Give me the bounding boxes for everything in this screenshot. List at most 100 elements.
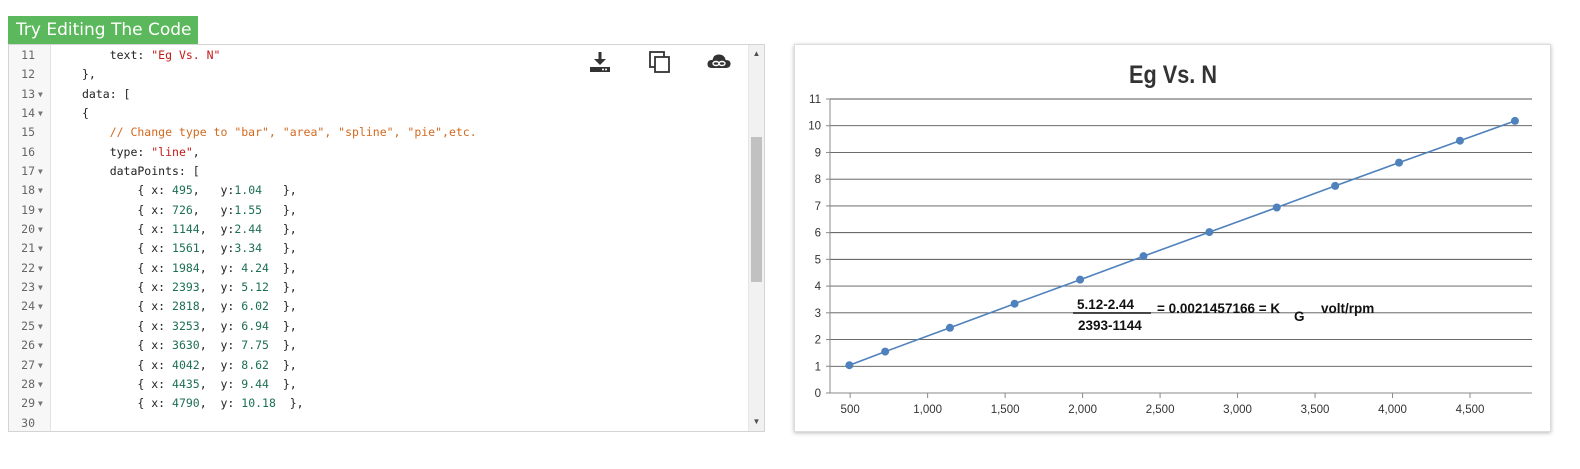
code-editor[interactable]: 11 text: "Eg Vs. N" 12}, 13 ▼ data: [14 ▼{15 … [8, 44, 765, 432]
scroll-up-arrow-icon[interactable]: ▲ [752, 49, 761, 58]
x-tick-label: 4,500 [1456, 404, 1485, 416]
code-token: , y: [199, 376, 242, 391]
code-token: data: [ [82, 86, 131, 101]
code-token: , y: [199, 357, 242, 372]
fold-arrow-icon[interactable]: ▼ [38, 283, 43, 293]
data-point [881, 347, 890, 356]
code-line[interactable]: 12}, [9, 65, 748, 84]
fold-arrow-icon[interactable]: ▼ [38, 244, 43, 254]
code-token: 5.12 [241, 280, 269, 295]
code-token: { x: [82, 338, 173, 353]
code-token: 3253 [172, 318, 200, 333]
fold-arrow-icon[interactable]: ▼ [38, 341, 43, 351]
code-token: { x: [82, 241, 173, 256]
fold-arrow-icon[interactable]: ▼ [38, 321, 43, 331]
line-number: 14 [21, 106, 35, 121]
code-token: 4042 [172, 357, 200, 372]
copy-icon[interactable] [647, 49, 673, 75]
scroll-down-arrow-icon[interactable]: ▼ [752, 417, 761, 426]
fold-arrow-icon[interactable]: ▼ [38, 89, 43, 99]
code-token: }, [268, 376, 297, 391]
data-point [1455, 136, 1464, 145]
code-line[interactable]: 11 text: "Eg Vs. N" [9, 46, 748, 65]
code-line[interactable]: 25 ▼ { x: 3253, y: 6.94 }, [9, 317, 748, 336]
fold-arrow-icon[interactable]: ▼ [38, 109, 43, 119]
code-line[interactable]: 20 ▼ { x: 1144, y:2.44 }, [9, 220, 748, 239]
fold-arrow-icon[interactable]: ▼ [38, 186, 43, 196]
code-text: { x: 4042, y: 8.62 }, [82, 356, 296, 375]
code-token: { x: [82, 202, 173, 217]
code-line[interactable]: 28 ▼ { x: 4435, y: 9.44 }, [9, 375, 748, 394]
line-number: 17 [21, 164, 35, 179]
code-text: { x: 4790, y: 10.18 }, [82, 394, 303, 413]
code-line[interactable]: 16 type: "line", [9, 143, 748, 162]
code-token: { x: [82, 299, 173, 314]
fold-arrow-icon[interactable]: ▼ [38, 225, 43, 235]
y-tick-label: 2 [815, 335, 821, 347]
y-tick-label: 9 [815, 147, 821, 159]
code-text: { x: 3630, y: 7.75 }, [82, 336, 296, 355]
code-token: { x: [82, 396, 173, 411]
code-token: 1984 [172, 260, 200, 275]
code-text: { x: 3253, y: 6.94 }, [82, 317, 297, 336]
code-line[interactable]: 21 ▼ { x: 1561, y:3.34 }, [9, 239, 748, 258]
code-token: , y: [199, 338, 242, 353]
code-lines: 11 text: "Eg Vs. N" 12}, 13 ▼ data: [14 ▼{15 … [9, 45, 748, 431]
code-line[interactable]: 14 ▼ { [9, 104, 748, 123]
code-token: , [192, 144, 200, 159]
editor-scrollbar[interactable]: ▲ ▼ [748, 45, 764, 431]
fold-arrow-icon[interactable]: ▼ [38, 167, 43, 177]
code-line[interactable]: 26 ▼ { x: 3630, y: 7.75 }, [9, 336, 748, 355]
code-token: }, [262, 241, 297, 256]
code-line[interactable]: 29 ▼ { x: 4790, y: 10.18 }, [9, 394, 748, 413]
y-tick-label: 4 [815, 281, 822, 293]
code-line[interactable]: 17 ▼ dataPoints: [ [9, 162, 748, 181]
code-line[interactable]: 27 ▼ { x: 4042, y: 8.62 }, [9, 356, 748, 375]
x-tick-label: 1,000 [913, 404, 942, 416]
code-token: }, [268, 318, 297, 333]
fold-arrow-icon[interactable]: ▼ [38, 399, 43, 409]
fold-arrow-icon[interactable]: ▼ [38, 379, 43, 389]
code-line[interactable]: 23 ▼ { x: 2393, y: 5.12 }, [9, 278, 748, 297]
fold-arrow-icon[interactable]: ▼ [38, 360, 43, 370]
code-token: , y: [199, 241, 235, 256]
x-tick-label: 4,000 [1378, 404, 1407, 416]
cloud-link-icon[interactable] [706, 49, 732, 75]
fold-arrow-icon[interactable]: ▼ [38, 205, 43, 215]
scrollbar-thumb[interactable] [751, 137, 762, 282]
data-point [1205, 228, 1214, 237]
code-token: 726 [172, 202, 193, 217]
line-number: 11 [21, 48, 35, 62]
code-line[interactable]: 13 ▼ data: [ [9, 85, 748, 104]
data-point [1272, 203, 1281, 212]
line-number: 22 [21, 260, 35, 275]
line-number: 28 [21, 376, 35, 391]
line-number: 26 [21, 338, 35, 353]
code-text: text: "Eg Vs. N" [82, 46, 221, 65]
code-line[interactable]: 22 ▼ { x: 1984, y: 4.24 }, [9, 259, 748, 278]
code-token: 1561 [172, 241, 200, 256]
code-token: 9.44 [241, 376, 269, 391]
line-number: 18 [21, 183, 35, 198]
fold-arrow-icon[interactable]: ▼ [38, 263, 43, 273]
download-icon[interactable] [587, 49, 613, 75]
code-line[interactable]: 30 [9, 414, 748, 431]
y-tick-label: 10 [808, 121, 821, 133]
code-line[interactable]: 15 // Change type to "bar", "area", "spl… [9, 123, 748, 142]
code-text: { x: 495, y:1.04 }, [82, 181, 296, 200]
code-token: , y: [199, 299, 242, 314]
fold-arrow-icon[interactable]: ▼ [38, 302, 43, 312]
code-line[interactable]: 18 ▼ { x: 495, y:1.04 }, [9, 181, 748, 200]
line-number: 12 [21, 67, 35, 82]
code-token: 6.94 [241, 318, 269, 333]
line-number: 13 [21, 86, 35, 101]
code-line[interactable]: 19 ▼ { x: 726, y:1.55 }, [9, 201, 748, 220]
code-token: , y: [199, 260, 242, 275]
code-text: { x: 4435, y: 9.44 }, [82, 375, 297, 394]
data-point [845, 361, 854, 370]
code-text: type: "line", [82, 143, 200, 162]
code-line[interactable]: 24 ▼ { x: 2818, y: 6.02 }, [9, 297, 748, 316]
try-editing-badge[interactable]: Try Editing The Code [8, 16, 198, 44]
code-token: 7.75 [241, 338, 269, 353]
code-token: "Eg Vs. N" [151, 48, 221, 62]
